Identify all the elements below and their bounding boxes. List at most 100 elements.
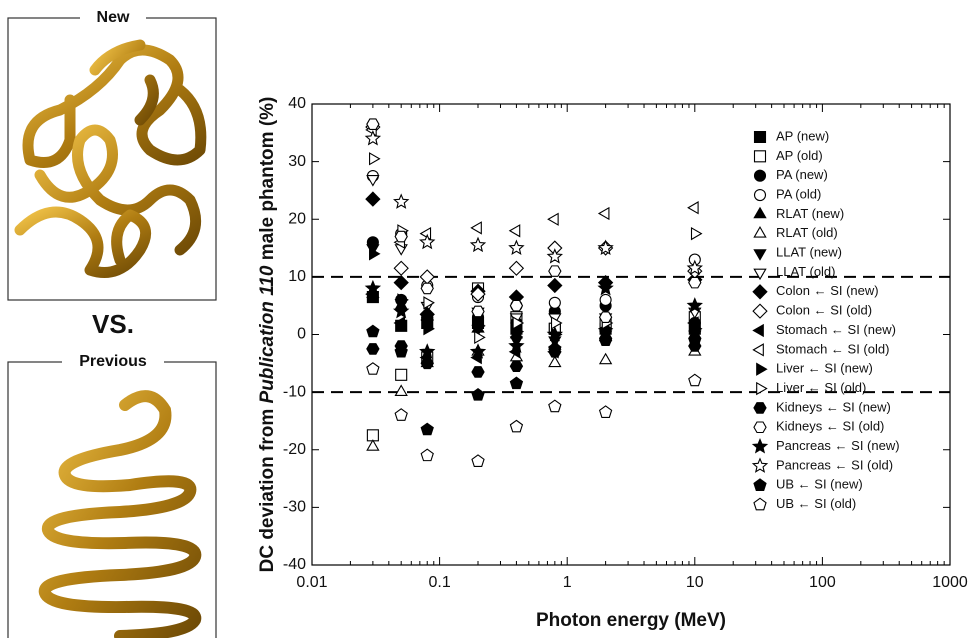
data-point	[509, 419, 524, 433]
y-axis-label-part: Publication 110	[257, 265, 278, 403]
legend-marker	[753, 226, 767, 238]
legend-marker	[753, 402, 767, 414]
legend-label: LLAT (new)	[776, 245, 842, 260]
data-point	[509, 376, 524, 390]
data-point	[599, 293, 612, 306]
data-point	[393, 274, 409, 291]
new-intestine-render	[14, 39, 207, 278]
data-point	[471, 305, 485, 318]
legend-marker	[752, 323, 764, 338]
y-tick-label: -30	[283, 499, 306, 516]
data-point	[598, 352, 613, 365]
data-point	[597, 206, 610, 221]
data-point	[688, 373, 702, 387]
chart: -40 -30 -20 -10 0 10 20 30 40 0.01 0.1 1 10 100 1000 Ph…	[257, 95, 968, 631]
data-point	[474, 330, 486, 345]
data-point	[423, 296, 435, 310]
data-point	[393, 193, 410, 209]
y-tick-label: 20	[288, 210, 306, 227]
legend-marker	[753, 150, 767, 163]
label-bg	[62, 350, 164, 374]
data-point	[420, 282, 434, 295]
y-axis-label: DC deviation from Publication 110 male p…	[257, 97, 278, 573]
legend-label: Liver ← SI (new)	[776, 361, 873, 376]
data-point	[598, 405, 613, 418]
data-point	[419, 233, 436, 250]
y-axis-label-part: DC deviation from	[257, 403, 278, 572]
legend-label: Kidneys ← SI (new)	[776, 399, 891, 414]
y-axis-label-part: male phantom (%)	[257, 97, 278, 266]
legend-marker	[751, 457, 769, 473]
y-tick-label: -40	[283, 556, 306, 573]
previous-intestine-render	[38, 390, 202, 642]
y-tick-label: 40	[288, 95, 306, 112]
legend-label: AP (old)	[776, 148, 823, 163]
data-point	[419, 343, 436, 359]
data-point	[395, 368, 408, 381]
data-point	[369, 247, 381, 261]
legend-label: LLAT (old)	[776, 264, 836, 279]
data-point	[687, 201, 699, 215]
data-point	[550, 316, 563, 330]
data-point	[597, 239, 614, 255]
y-tick-label: 0	[297, 326, 306, 343]
legend-label: PA (new)	[776, 167, 828, 182]
data-point	[471, 454, 485, 467]
x-tick-label: 0.01	[296, 574, 327, 591]
data-point	[548, 296, 561, 309]
data-point	[365, 191, 381, 207]
legend-marker	[753, 249, 767, 261]
data-point	[419, 269, 435, 285]
data-point	[546, 325, 563, 342]
data-point	[547, 212, 559, 226]
data-point	[394, 230, 408, 243]
data-point	[598, 333, 613, 346]
legend-label: Pancreas ← SI (old)	[776, 457, 893, 472]
legend-marker	[751, 438, 769, 454]
legend-marker	[756, 362, 768, 376]
data-point	[548, 265, 562, 277]
data-point	[686, 297, 703, 313]
data-point	[394, 344, 408, 358]
data-point	[548, 355, 562, 368]
legend-marker	[753, 268, 767, 281]
data-point	[474, 319, 486, 333]
x-axis-label: Photon energy (MeV)	[536, 610, 726, 631]
data-point	[688, 253, 701, 266]
data-point	[366, 175, 380, 187]
data-point	[469, 236, 487, 253]
data-point	[471, 388, 485, 401]
data-point	[508, 337, 525, 353]
data-point	[508, 260, 525, 276]
x-tick-label: 1	[563, 574, 572, 591]
data-point	[366, 118, 380, 130]
data-point	[470, 221, 482, 235]
panel-label: New	[97, 9, 130, 26]
data-point	[420, 357, 434, 370]
data-point	[509, 299, 524, 312]
legend-label: Liver ← SI (old)	[776, 380, 866, 395]
legend-marker	[753, 206, 767, 219]
data-point	[548, 399, 562, 413]
data-point	[548, 341, 562, 355]
legend-marker	[753, 189, 767, 202]
data-point	[366, 324, 380, 338]
vs-label: VS.	[92, 309, 134, 339]
x-tick-label: 100	[809, 574, 836, 591]
data-point	[364, 279, 382, 296]
data-point	[688, 276, 702, 289]
legend-label: RLAT (new)	[776, 206, 844, 221]
data-point	[598, 311, 613, 323]
legend-label: UB ← SI (old)	[776, 496, 856, 511]
legend-marker	[752, 303, 768, 319]
legend-label: Kidneys ← SI (old)	[776, 419, 884, 434]
data-point	[423, 322, 435, 336]
data-point	[690, 226, 703, 241]
data-point	[508, 239, 525, 255]
data-point	[419, 226, 432, 241]
data-point	[420, 422, 434, 436]
legend-marker	[753, 421, 767, 434]
data-point	[597, 279, 614, 296]
data-point	[364, 129, 382, 146]
legend-label: Pancreas ← SI (new)	[776, 438, 900, 453]
